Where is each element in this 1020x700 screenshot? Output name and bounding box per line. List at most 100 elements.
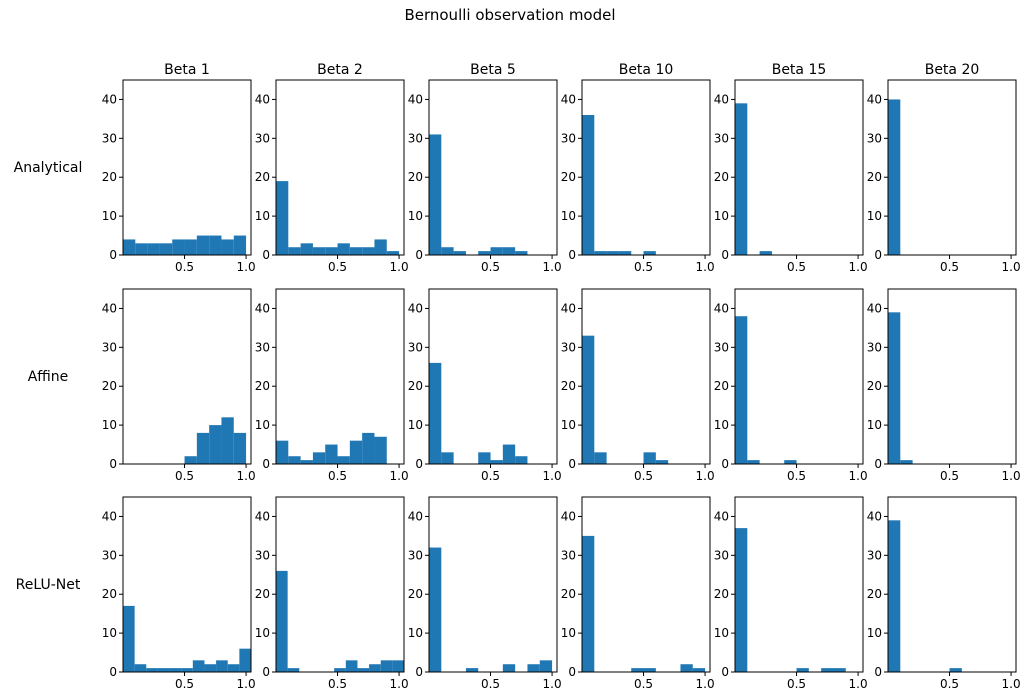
y-tick-label: 10: [255, 209, 270, 223]
histogram-bar: [441, 247, 454, 255]
y-tick-label: 30: [867, 131, 882, 145]
column-title: Beta 20: [925, 62, 980, 78]
axes-frame: [428, 79, 558, 256]
histogram-bar: [582, 115, 595, 255]
x-tick-label: 0.5: [481, 469, 500, 483]
histogram-bar: [631, 668, 644, 672]
histogram-bar: [172, 239, 185, 255]
x-tick-label: 0.5: [328, 469, 347, 483]
histogram-bar: [146, 668, 158, 672]
column-title: Beta 15: [772, 62, 827, 78]
y-tick-label: 40: [102, 92, 117, 106]
axes-frame: [275, 496, 405, 673]
histogram-bar: [453, 251, 466, 255]
x-tick-label: 1.0: [849, 260, 868, 274]
histogram-panel: 0 10 20 30 40 0.5 1.0: [408, 496, 562, 691]
histogram-bar: [312, 452, 326, 464]
y-tick-label: 0: [262, 457, 270, 471]
y-tick-label: 30: [255, 340, 270, 354]
histogram-bar: [643, 668, 656, 672]
y-tick-label: 40: [102, 509, 117, 523]
histogram-bar: [527, 664, 540, 672]
y-tick-label: 30: [408, 131, 423, 145]
y-tick-label: 0: [262, 248, 270, 262]
histogram-panel: 0 10 20 30 40 0.5 1.0: [714, 288, 868, 483]
histogram-bar: [949, 668, 962, 672]
y-tick-label: 40: [255, 92, 270, 106]
histogram-bar: [643, 251, 656, 255]
y-tick-label: 20: [255, 379, 270, 393]
y-tick-label: 20: [714, 587, 729, 601]
histogram-bar: [539, 660, 553, 672]
y-tick-label: 10: [867, 626, 882, 640]
x-tick-label: 0.5: [940, 469, 959, 483]
histogram-bar: [239, 648, 251, 672]
y-tick-label: 10: [714, 209, 729, 223]
y-tick-label: 0: [109, 665, 117, 679]
y-tick-label: 20: [561, 170, 576, 184]
y-tick-label: 40: [255, 301, 270, 315]
histogram-panel: 0 10 20 30 40 0.5 1.0: [255, 496, 409, 691]
y-tick-label: 40: [408, 92, 423, 106]
histogram-bar: [594, 251, 607, 255]
axes-frame: [887, 79, 1017, 256]
y-tick-label: 30: [561, 131, 576, 145]
axes-frame: [734, 79, 864, 256]
y-tick-label: 20: [408, 587, 423, 601]
histogram-bar: [357, 668, 370, 672]
histogram-bar: [478, 251, 491, 255]
y-tick-label: 20: [867, 379, 882, 393]
histogram-bar: [643, 452, 656, 464]
y-tick-label: 30: [408, 548, 423, 562]
y-tick-label: 20: [561, 587, 576, 601]
histogram-panel: 0 10 20 30 40 0.5 1.0: [561, 79, 715, 274]
histogram-bar: [123, 239, 136, 255]
histogram-panel: 0 10 20 30 40 0.5 1.0: [102, 79, 256, 274]
histogram-bar: [502, 444, 516, 464]
y-tick-label: 30: [255, 548, 270, 562]
row-label: Analytical: [14, 160, 83, 176]
histogram-bar: [386, 251, 400, 255]
axes-frame: [887, 288, 1017, 465]
x-tick-label: 0.5: [328, 260, 347, 274]
y-tick-label: 20: [714, 379, 729, 393]
y-tick-label: 0: [568, 665, 576, 679]
histogram-bar: [784, 460, 797, 464]
y-tick-label: 0: [415, 248, 423, 262]
histogram-panel: 0 10 20 30 40 0.5 1.0: [561, 496, 715, 691]
histogram-bar: [735, 316, 748, 464]
x-tick-label: 1.0: [390, 469, 409, 483]
y-tick-label: 10: [102, 418, 117, 432]
histogram-bar: [692, 668, 706, 672]
axes-frame: [122, 496, 252, 673]
histogram-bar: [502, 247, 516, 255]
y-tick-label: 30: [867, 340, 882, 354]
y-tick-label: 40: [561, 301, 576, 315]
x-tick-label: 0.5: [175, 677, 194, 691]
histogram-bar: [184, 239, 197, 255]
x-tick-label: 1.0: [849, 469, 868, 483]
y-tick-label: 0: [109, 248, 117, 262]
histogram-bar: [192, 660, 205, 672]
axes-frame: [581, 79, 711, 256]
histogram-bar: [833, 668, 846, 672]
histogram-panel: 0 10 20 30 40 0.5 1.0: [714, 79, 868, 274]
histogram-bar: [380, 660, 393, 672]
histogram-bar: [735, 528, 748, 672]
histogram-bar: [429, 547, 442, 672]
x-tick-label: 0.5: [634, 677, 653, 691]
axes-frame: [275, 288, 405, 465]
histogram-bar: [337, 456, 350, 464]
y-tick-label: 0: [874, 665, 882, 679]
y-tick-label: 20: [714, 170, 729, 184]
histogram-panel: 0 10 20 30 40 0.5 1.0: [867, 288, 1020, 483]
histogram-panel: 0 10 20 30 40 0.5 1.0: [561, 288, 715, 483]
x-tick-label: 1.0: [543, 469, 562, 483]
y-tick-label: 20: [408, 379, 423, 393]
histogram-bar: [312, 247, 326, 255]
histogram-bar: [735, 103, 748, 255]
y-tick-label: 40: [408, 301, 423, 315]
x-tick-label: 0.5: [634, 260, 653, 274]
axes-frame: [734, 288, 864, 465]
y-tick-label: 40: [408, 509, 423, 523]
